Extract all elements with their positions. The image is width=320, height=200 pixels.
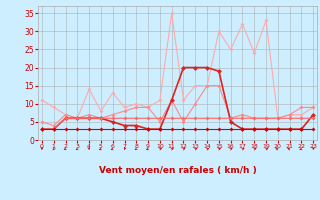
X-axis label: Vent moyen/en rafales ( km/h ): Vent moyen/en rafales ( km/h ) (99, 166, 256, 175)
